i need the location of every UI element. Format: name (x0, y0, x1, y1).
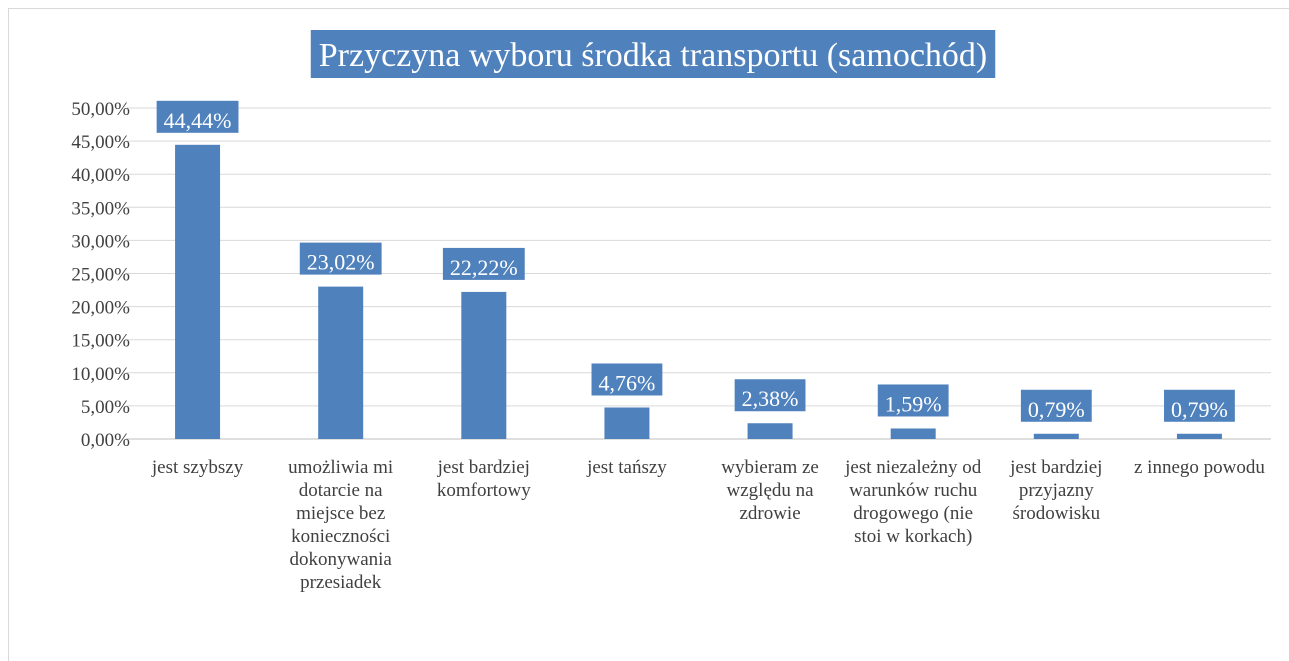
chart-title: Przyczyna wyboru środka transportu (samo… (319, 37, 987, 74)
data-label-background (591, 363, 663, 396)
y-tick-label: 35,00% (71, 198, 130, 219)
data-label-background (877, 384, 949, 417)
data-label: 44,44% (164, 108, 232, 133)
y-tick-label: 15,00% (71, 331, 130, 352)
bar (1033, 433, 1079, 439)
y-tick-label: 20,00% (71, 298, 130, 319)
data-label-background (734, 379, 806, 412)
bar (747, 423, 793, 439)
bar (175, 144, 221, 440)
data-label-background (1020, 389, 1092, 422)
data-label: 2,38% (742, 386, 799, 411)
bar (890, 428, 936, 439)
y-tick-label: 50,00% (71, 99, 130, 120)
y-tick-label: 40,00% (71, 165, 130, 186)
title-background (310, 30, 996, 78)
y-tick-label: 30,00% (71, 231, 130, 252)
x-tick-label: jest niezależny od warunków ruchu drogow… (845, 457, 982, 547)
x-tick-label: jest bardziej przyjazny środowisku (1010, 457, 1103, 524)
bar (604, 407, 650, 439)
data-label: 22,22% (450, 255, 518, 280)
data-label-background (1164, 389, 1235, 422)
y-tick-label: 45,00% (71, 132, 130, 153)
x-tick-label: jest tańszy (587, 457, 667, 478)
y-tick-label: 0,00% (81, 430, 130, 451)
x-tick-label: wybieram ze względu na zdrowie (721, 457, 819, 524)
x-tick-label: umożliwia mi dotarcie na miejsce bez kon… (288, 457, 394, 593)
data-label: 23,02% (307, 250, 375, 275)
x-tick-label: jest bardziej komfortowy (436, 457, 531, 501)
data-label: 0,79% (1028, 397, 1085, 422)
data-label: 1,59% (885, 391, 942, 416)
data-label: 0,79% (1171, 397, 1228, 422)
y-tick-label: 5,00% (81, 397, 130, 418)
y-tick-label: 25,00% (71, 265, 130, 286)
bar (1176, 433, 1222, 439)
x-tick-label: z innego powodu (1134, 457, 1265, 478)
y-tick-label: 10,00% (71, 364, 130, 385)
x-tick-label: jest szybszy (151, 457, 244, 478)
data-label-background (299, 242, 382, 275)
bar (461, 291, 507, 439)
data-label-background (156, 100, 239, 133)
chart-border (8, 8, 1289, 661)
data-label-background (442, 247, 525, 280)
data-label: 4,76% (599, 370, 656, 395)
bar (318, 286, 364, 439)
